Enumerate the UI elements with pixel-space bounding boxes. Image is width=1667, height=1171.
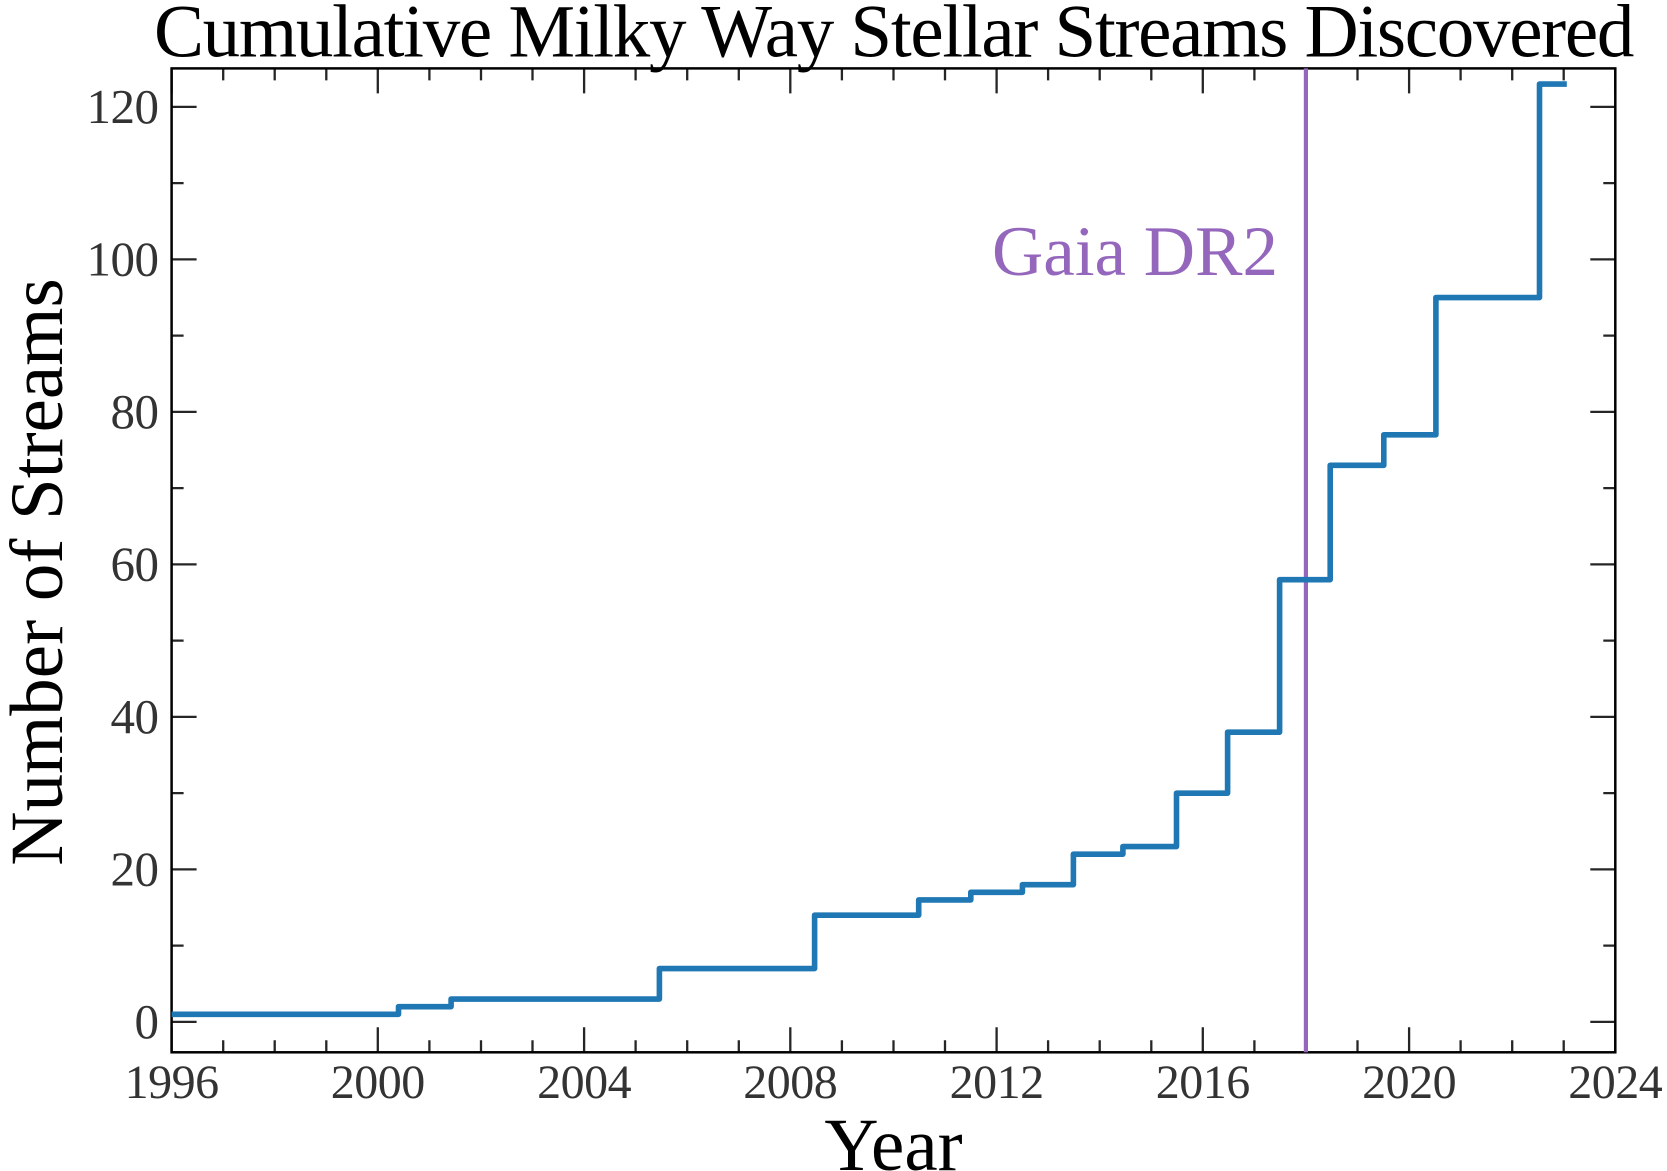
svg-text:2020: 2020 xyxy=(1362,1056,1456,1109)
svg-text:80: 80 xyxy=(111,384,159,439)
svg-text:Cumulative Milky Way Stellar S: Cumulative Milky Way Stellar Streams Dis… xyxy=(154,0,1634,74)
svg-text:20: 20 xyxy=(111,841,159,896)
svg-text:1996: 1996 xyxy=(125,1056,219,1109)
svg-text:120: 120 xyxy=(87,79,159,134)
svg-text:2016: 2016 xyxy=(1156,1056,1250,1109)
svg-text:2012: 2012 xyxy=(950,1056,1044,1109)
svg-text:Year: Year xyxy=(824,1104,962,1171)
svg-text:0: 0 xyxy=(135,994,159,1049)
svg-text:2000: 2000 xyxy=(331,1056,425,1109)
svg-text:2004: 2004 xyxy=(537,1056,632,1109)
svg-text:100: 100 xyxy=(87,231,159,286)
svg-text:2008: 2008 xyxy=(743,1056,837,1109)
svg-text:60: 60 xyxy=(111,536,159,591)
svg-text:Number of Streams: Number of Streams xyxy=(0,278,79,865)
svg-text:40: 40 xyxy=(111,689,159,744)
svg-text:2024: 2024 xyxy=(1568,1056,1663,1109)
svg-text:Gaia DR2: Gaia DR2 xyxy=(992,213,1278,291)
